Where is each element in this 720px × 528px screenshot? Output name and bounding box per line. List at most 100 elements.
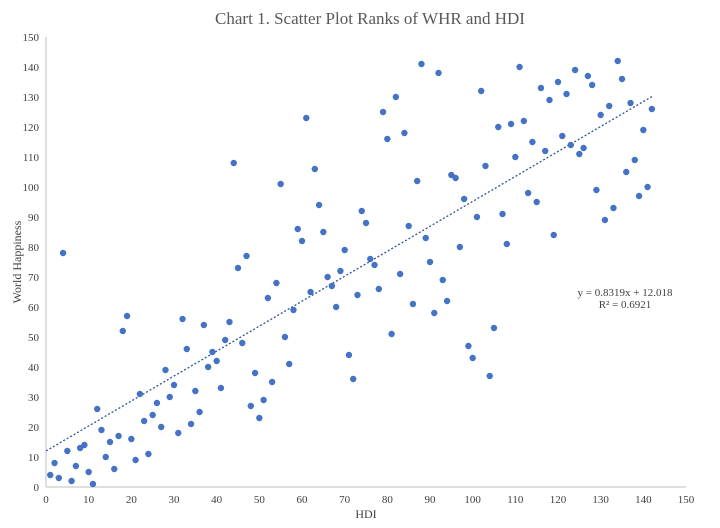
data-point [59, 249, 67, 257]
data-point [132, 456, 139, 464]
trendline [45, 95, 653, 452]
data-point [499, 210, 506, 218]
x-tick-label: 130 [592, 494, 609, 506]
data-point [401, 129, 408, 137]
data-point [179, 315, 186, 323]
data-point [170, 381, 178, 389]
data-point [324, 273, 331, 281]
x-axis-title: HDI [355, 507, 376, 521]
data-point [631, 156, 638, 164]
y-tick-label: 10 [28, 452, 40, 464]
data-point [610, 204, 617, 212]
data-point [384, 135, 391, 143]
data-point [200, 321, 208, 329]
data-point [478, 87, 485, 95]
data-point [328, 282, 336, 290]
x-tick-label: 20 [126, 494, 138, 506]
data-point [375, 285, 382, 293]
y-tick-label: 100 [23, 182, 40, 194]
data-point [268, 378, 276, 386]
x-tick-label: 40 [211, 494, 223, 506]
data-point [465, 342, 472, 350]
data-point [623, 168, 630, 176]
data-point [320, 228, 327, 236]
y-tick-label: 50 [28, 332, 40, 344]
data-point [388, 330, 395, 338]
data-point [452, 174, 459, 182]
data-point [222, 336, 229, 344]
data-point [627, 99, 634, 107]
data-point [256, 414, 263, 422]
data-point [192, 387, 199, 395]
x-tick-label: 30 [169, 494, 181, 506]
data-point [648, 105, 656, 113]
x-tick-label: 80 [382, 494, 394, 506]
data-point [362, 219, 370, 227]
data-point [337, 267, 344, 275]
y-tick-label: 140 [23, 62, 40, 74]
data-point [217, 384, 225, 392]
data-point [89, 480, 97, 488]
x-tick-label: 110 [507, 494, 524, 506]
data-point [533, 198, 540, 206]
data-point [640, 126, 647, 134]
data-point [286, 360, 293, 368]
data-point [503, 240, 510, 248]
data-point [145, 450, 152, 458]
data-point [469, 354, 476, 362]
x-tick-label: 90 [425, 494, 437, 506]
data-point [482, 162, 489, 170]
data-point [204, 363, 212, 371]
y-tick-label: 80 [28, 242, 40, 254]
data-point [51, 459, 58, 467]
data-point [251, 369, 259, 377]
data-point [140, 417, 148, 425]
data-point [64, 447, 71, 455]
x-tick-label: 100 [464, 494, 481, 506]
data-point [550, 231, 557, 239]
y-tick-label: 30 [28, 392, 40, 404]
data-point [580, 144, 587, 152]
data-point [593, 186, 600, 194]
data-point [614, 57, 621, 65]
y-tick-label: 90 [28, 212, 40, 224]
data-point [546, 96, 553, 104]
data-point [187, 420, 195, 428]
x-tick-label: 60 [297, 494, 309, 506]
data-point [213, 357, 220, 365]
data-point [606, 102, 613, 110]
data-point [418, 60, 425, 68]
data-point [524, 189, 532, 197]
data-point [542, 147, 549, 155]
data-point [303, 114, 310, 122]
data-point [260, 396, 267, 404]
data-point [123, 312, 131, 320]
trendline-r2: R² = 0.6921 [599, 299, 652, 311]
x-tick-label: 0 [43, 494, 49, 506]
data-point [294, 225, 301, 233]
data-point [98, 426, 105, 434]
x-tick-label: 10 [83, 494, 95, 506]
data-point [277, 180, 284, 188]
data-point [431, 309, 438, 317]
data-point [345, 351, 353, 359]
data-point [72, 462, 80, 470]
data-point [111, 465, 118, 473]
data-point [584, 72, 592, 80]
data-point [115, 432, 122, 440]
y-tick-label: 130 [23, 92, 40, 104]
data-point [158, 423, 165, 431]
data-point [68, 477, 75, 485]
data-point [119, 327, 127, 335]
data-point [405, 222, 412, 230]
y-tick-label: 20 [28, 422, 40, 434]
data-point [55, 474, 62, 482]
y-tick-label: 0 [34, 482, 40, 494]
data-point [567, 141, 574, 149]
data-point [490, 324, 498, 332]
data-point [209, 348, 216, 356]
data-point [414, 177, 421, 185]
data-point [443, 297, 451, 305]
data-point [529, 138, 536, 146]
x-tick-label: 70 [339, 494, 351, 506]
